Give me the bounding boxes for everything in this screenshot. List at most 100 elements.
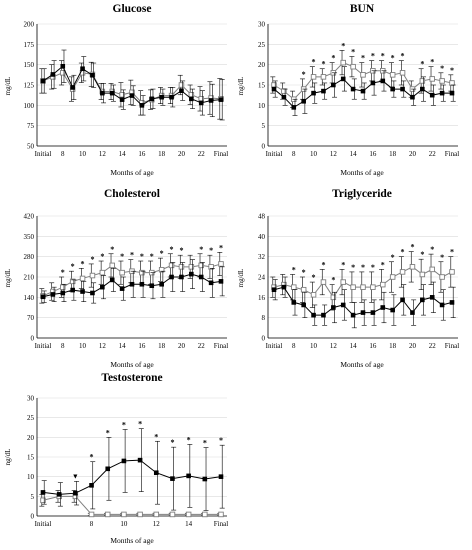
data-point [449,80,455,86]
y-tick-label: 30 [258,21,266,29]
data-point [119,269,125,276]
data-point [185,511,192,518]
x-tick-label: 16 [369,342,377,350]
x-tick-label: 14 [350,342,358,350]
significance-star: * [90,255,94,264]
y-tick-label: 8 [262,314,266,322]
x-tick-label: 10 [310,150,318,158]
y-tick-label: 0 [262,335,266,343]
significance-star: * [122,420,126,429]
data-point [389,274,396,280]
significance-star: * [312,58,316,67]
data-point [104,511,111,518]
data-point [340,279,346,285]
significance-star: * [401,248,405,257]
x-tick-label: Initial [266,342,283,350]
significance-star: * [170,245,174,254]
data-point [179,88,184,93]
y-axis-label: ng/dL [4,449,12,466]
x-tick-label: 18 [158,150,166,158]
data-point [69,278,76,285]
y-tick-label: 50 [27,143,35,151]
data-point [340,76,346,82]
significance-star: * [420,60,424,69]
data-point [137,457,143,463]
significance-star: * [138,420,142,429]
data-point [202,511,208,518]
x-tick-label: 20 [409,150,417,158]
data-point [331,305,336,310]
data-point [300,286,307,293]
data-point [331,82,336,88]
data-point [149,283,155,289]
y-tick-label: 125 [24,82,35,90]
data-point [439,78,445,84]
data-point [100,90,105,96]
y-tick-label: 20 [27,434,35,442]
data-point [159,94,164,100]
data-point [320,74,327,80]
x-tick-label: 22 [429,342,437,350]
data-point [449,300,455,305]
significance-star: * [430,58,434,67]
y-tick-label: 0 [31,335,35,343]
significance-star: * [420,250,424,259]
y-tick-label: 210 [24,274,35,282]
data-point [139,103,145,108]
data-point [129,281,135,287]
series-line [273,62,453,100]
data-point [208,280,214,286]
data-point [50,72,56,77]
significance-star: * [100,252,104,261]
significance-star: * [179,246,183,255]
chart-title: Triglyceride [332,188,392,200]
data-point [321,312,326,318]
significance-star: * [61,268,65,277]
x-axis-label: Months of age [110,360,154,369]
data-point [439,302,445,308]
y-tick-label: 350 [24,233,35,241]
y-tick-label: 5 [262,122,266,130]
data-point [60,290,66,296]
data-point [218,97,224,102]
x-tick-label: 8 [292,342,296,350]
data-point [88,511,95,518]
series-filled [271,276,456,329]
data-point [202,476,208,482]
x-tick-label: 16 [369,150,377,158]
data-point [149,96,155,102]
y-tick-label: 5 [31,493,35,501]
significance-star: * [410,243,414,252]
x-tick-label: 18 [389,150,397,158]
data-point [60,284,66,290]
data-point [410,310,415,315]
data-point [178,82,185,88]
x-axis-label: Months of age [110,168,154,177]
significance-star: * [361,263,365,272]
significance-star: * [371,263,375,272]
data-point [218,261,224,267]
data-point [310,74,317,80]
x-tick-label: Final [445,150,459,158]
data-point [40,78,46,84]
chart-title: Glucose [113,3,152,15]
series-open [39,252,224,304]
x-tick-label: 12 [99,150,107,158]
data-point [281,88,287,94]
data-point [218,474,224,479]
y-tick-label: 15 [27,454,35,462]
data-point [311,312,316,318]
x-axis-label: Months of age [110,536,154,545]
data-point [89,272,96,279]
significance-star: * [120,252,124,261]
data-point [50,292,56,297]
significance-star: * [302,70,306,79]
data-point [291,105,297,110]
significance-star: * [321,60,325,69]
series-filled [40,259,225,304]
x-tick-label: Final [214,342,228,350]
data-point [350,63,356,70]
significance-star: * [381,260,385,269]
y-tick-label: 25 [27,414,35,422]
y-tick-label: 10 [258,102,266,110]
